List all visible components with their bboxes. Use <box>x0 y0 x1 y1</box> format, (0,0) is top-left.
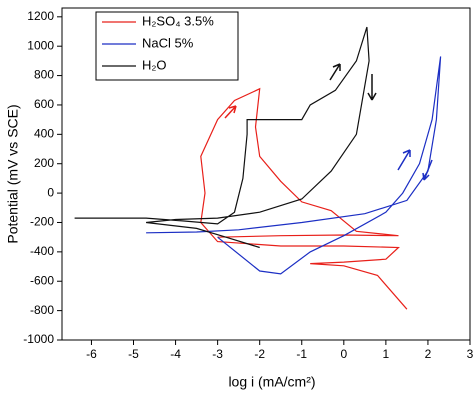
y-tick-label: -200 <box>30 215 54 229</box>
y-tick-label: 400 <box>34 127 54 141</box>
legend-label: NaCl 5% <box>142 35 194 50</box>
y-tick-label: 800 <box>34 68 54 82</box>
plot-frame <box>61 7 471 341</box>
line-series <box>74 26 370 249</box>
x-tick-label: -4 <box>170 347 181 361</box>
x-tick-label: -6 <box>86 347 97 361</box>
y-tick-label: 0 <box>47 185 54 199</box>
x-tick-label: -3 <box>212 347 223 361</box>
x-tick-label: 0 <box>340 347 347 361</box>
y-tick-label: -400 <box>30 244 54 258</box>
x-tick-label: -1 <box>296 347 307 361</box>
legend-label: H₂SO₄ 3.5% <box>142 13 214 28</box>
line-series <box>200 87 408 310</box>
x-tick-label: 2 <box>425 347 432 361</box>
x-tick-label: -5 <box>128 347 139 361</box>
y-axis-label: Potential (mV vs SCE) <box>5 104 21 243</box>
x-tick-label: -2 <box>254 347 265 361</box>
arrow <box>367 74 377 101</box>
y-tick-label: 200 <box>34 156 54 170</box>
x-tick-label: 1 <box>383 347 390 361</box>
legend-box <box>95 11 239 81</box>
y-tick-label: 1200 <box>27 9 54 23</box>
y-tick-label: 600 <box>34 97 54 111</box>
x-axis-label: log i (mA/cm²) <box>228 374 315 390</box>
y-tick-label: 1000 <box>27 38 54 52</box>
y-tick-label: -800 <box>30 303 54 317</box>
arrow <box>397 149 411 171</box>
line-series <box>146 56 442 275</box>
legend-label: H₂O <box>142 57 167 72</box>
y-tick-label: -600 <box>30 273 54 287</box>
y-tick-label: -1000 <box>23 332 54 346</box>
x-tick-label: 3 <box>467 347 474 361</box>
arrow <box>329 63 341 81</box>
arrow <box>224 105 237 119</box>
